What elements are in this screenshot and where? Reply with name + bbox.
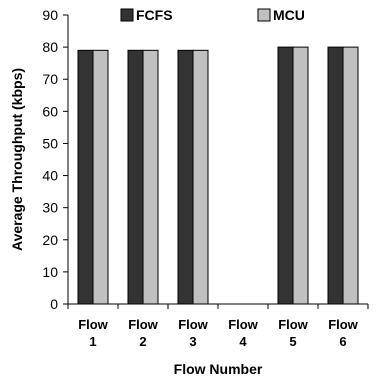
legend-label-fcfs: FCFS <box>136 7 173 23</box>
bar-mcu-1 <box>92 49 109 305</box>
legend-swatch-mcu <box>257 8 271 22</box>
x-category-label: 5 <box>289 334 296 349</box>
x-category-label: 4 <box>239 334 247 349</box>
x-axis-title: Flow Number <box>174 361 263 377</box>
bar-mcu-2 <box>142 49 159 305</box>
y-tick-label: 40 <box>42 168 58 184</box>
y-tick-label: 10 <box>42 264 58 280</box>
y-tick-label: 80 <box>42 39 58 55</box>
x-category-label: Flow <box>278 317 308 332</box>
x-category-label: 1 <box>89 334 96 349</box>
x-category-label: 6 <box>339 334 346 349</box>
bars-group <box>77 46 359 305</box>
bar-fcfs-6 <box>327 46 344 305</box>
x-category-label: Flow <box>178 317 208 332</box>
y-ticks-group: 0 10 20 30 40 50 60 70 80 90 <box>42 7 68 312</box>
x-category-label: 3 <box>189 334 196 349</box>
legend: FCFS MCU <box>120 7 305 23</box>
legend-swatch-fcfs <box>120 8 134 22</box>
y-tick-label: 70 <box>42 71 58 87</box>
bar-mcu-5 <box>292 46 309 305</box>
x-category-label: 2 <box>139 334 146 349</box>
y-tick-label: 30 <box>42 200 58 216</box>
x-ticks-group: Flow 1 Flow 2 Flow 3 Flow 4 Flow 5 Flow 6 <box>67 304 369 349</box>
bar-fcfs-1 <box>77 49 94 305</box>
y-tick-label: 20 <box>42 232 58 248</box>
legend-label-mcu: MCU <box>273 7 305 23</box>
y-tick-label: 0 <box>50 296 58 312</box>
x-category-label: Flow <box>78 317 108 332</box>
bar-fcfs-2 <box>127 49 144 305</box>
x-category-label: Flow <box>328 317 358 332</box>
x-category-label: Flow <box>228 317 258 332</box>
bar-fcfs-3 <box>177 49 194 305</box>
bar-mcu-3 <box>192 49 209 305</box>
y-tick-label: 60 <box>42 103 58 119</box>
bar-fcfs-5 <box>277 46 294 305</box>
y-tick-label: 90 <box>42 7 58 23</box>
y-axis-title: Average Throughput (kbps) <box>9 68 25 251</box>
y-tick-label: 50 <box>42 135 58 151</box>
x-category-label: Flow <box>128 317 158 332</box>
bar-mcu-6 <box>342 46 359 305</box>
